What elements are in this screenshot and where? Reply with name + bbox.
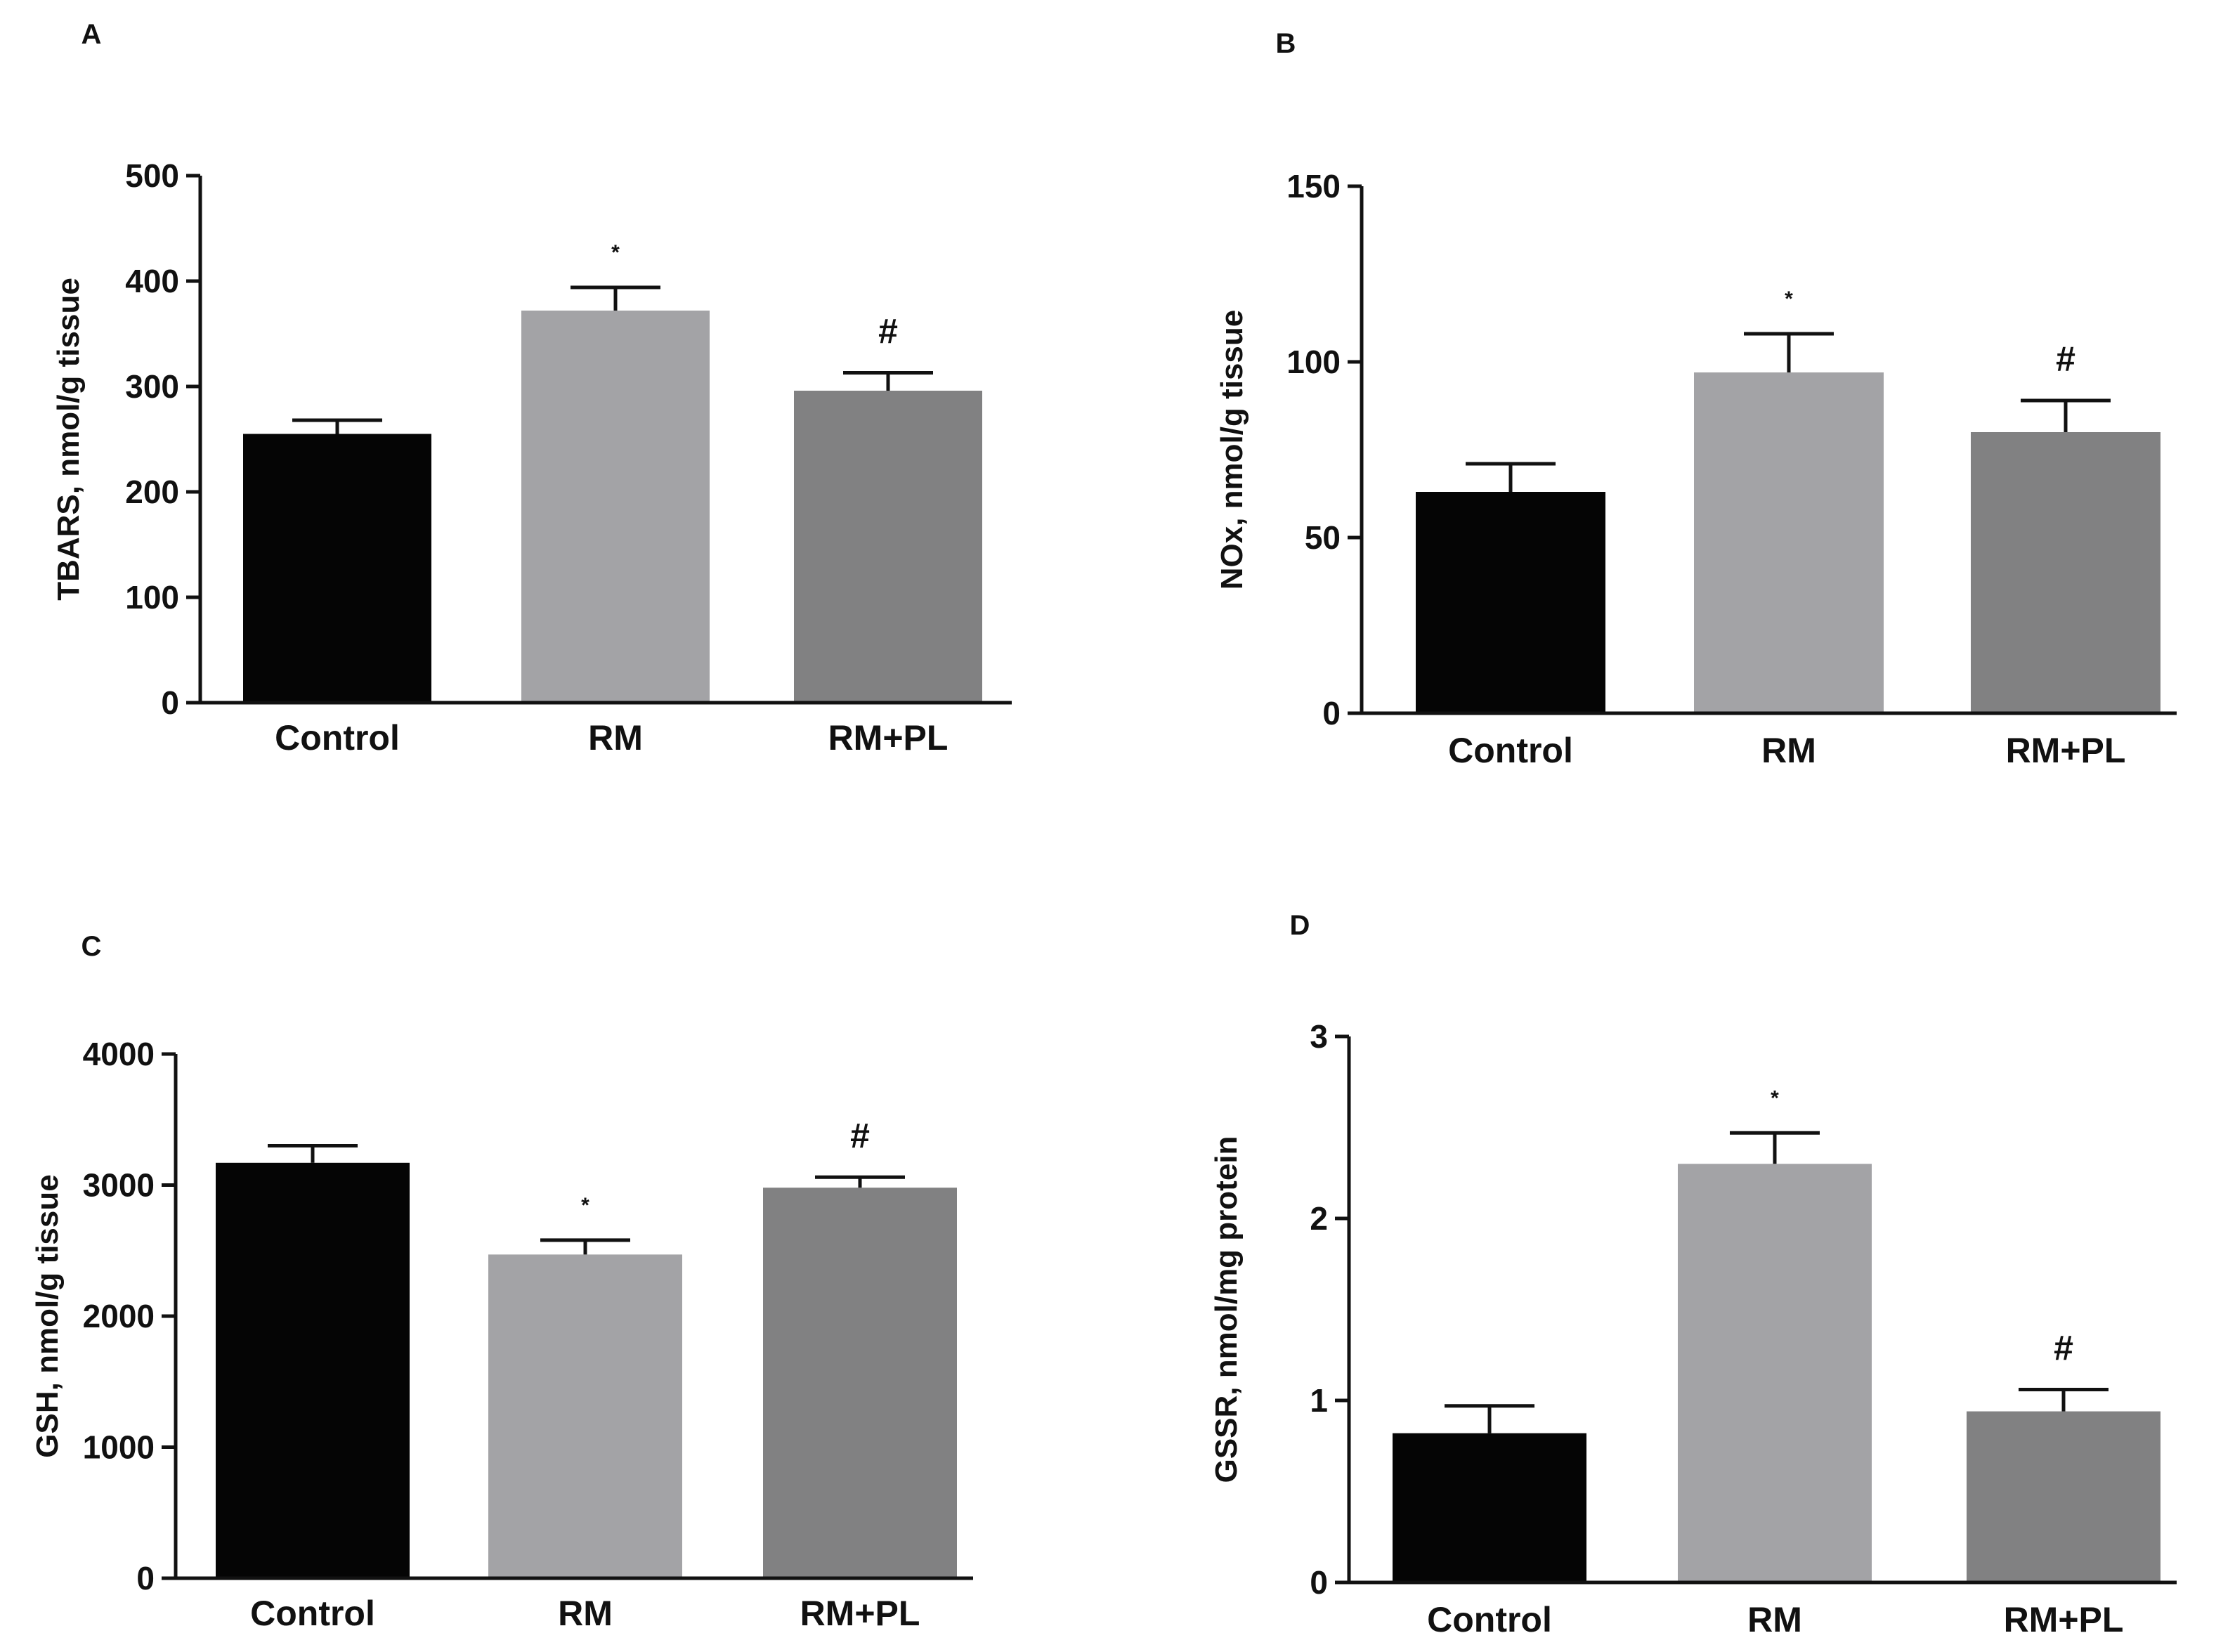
significance-hash-rm-pl: #: [850, 1116, 870, 1155]
y-tick-label: 150: [1286, 168, 1341, 204]
panel-b: B Control * RM # RM+PL 0 50 100 150 NOx, nmol/g ti…: [1215, 28, 2177, 770]
y-tick-label: 0: [136, 1560, 155, 1596]
y-tick-label: 2000: [83, 1298, 155, 1334]
category-label-rm: RM: [588, 718, 643, 757]
category-label-rm: RM: [1747, 1600, 1802, 1639]
y-tick-label: 400: [125, 263, 179, 299]
bar-control: [243, 434, 431, 703]
panel-d: D Control * RM # RM+PL 0 1 2 3 GSSR, nmol/mg prote…: [1209, 910, 2177, 1639]
bar-rm: [1678, 1164, 1872, 1582]
y-tick-label: 300: [125, 368, 179, 405]
y-tick-label: 0: [1322, 695, 1341, 731]
panel-letter-d: D: [1290, 910, 1310, 941]
panel-letter-a: A: [82, 19, 102, 50]
y-tick-label: 3000: [83, 1167, 155, 1204]
panel-letter-b: B: [1276, 28, 1296, 59]
significance-star-rm: *: [611, 241, 620, 264]
panel-a: A Control * RM # RM+PL 0 100 200 300 400 500 TBARS, …: [51, 19, 1012, 757]
category-label-control: Control: [250, 1594, 375, 1633]
panel-c: C Control * RM # RM+PL 0 1000 2000 3000 4000 GSH, n…: [30, 931, 973, 1633]
y-tick-label: 200: [125, 474, 179, 510]
panel-letter-c: C: [82, 931, 102, 962]
y-axis-title: NOx, nmol/g tissue: [1215, 310, 1249, 590]
category-label-rm-pl: RM+PL: [828, 718, 949, 757]
y-tick-label: 100: [1286, 344, 1341, 380]
y-tick-label: 3: [1310, 1018, 1328, 1055]
y-tick-label: 0: [1310, 1564, 1328, 1601]
y-axis-title: GSSR, nmol/mg protein: [1209, 1136, 1244, 1483]
bar-control: [1416, 492, 1605, 713]
y-axis-title: TBARS, nmol/g tissue: [51, 278, 86, 601]
category-label-rm-pl: RM+PL: [2004, 1600, 2124, 1639]
significance-hash-rm-pl: #: [2056, 339, 2075, 379]
category-label-rm-pl: RM+PL: [2006, 731, 2126, 770]
category-label-rm: RM: [558, 1594, 613, 1633]
bar-rm-pl: [794, 391, 982, 703]
bar-control: [1393, 1433, 1586, 1582]
significance-hash-rm-pl: #: [2054, 1328, 2073, 1367]
y-tick-label: 1000: [83, 1429, 155, 1466]
bar-rm-pl: [1971, 432, 2160, 713]
bar-rm: [1694, 372, 1884, 713]
y-tick-label: 50: [1305, 519, 1341, 556]
bar-rm: [521, 311, 710, 703]
y-tick-label: 1: [1310, 1382, 1328, 1419]
category-label-control: Control: [1448, 731, 1573, 770]
bar-rm-pl: [1967, 1411, 2160, 1582]
y-tick-label: 100: [125, 579, 179, 616]
bar-rm-pl: [763, 1188, 957, 1578]
category-label-rm: RM: [1761, 731, 1816, 770]
bar-rm: [488, 1254, 682, 1578]
y-tick-label: 0: [161, 684, 179, 721]
significance-star-rm: *: [581, 1194, 589, 1217]
significance-star-rm: *: [1785, 287, 1793, 311]
category-label-control: Control: [1427, 1600, 1552, 1639]
y-tick-label: 2: [1310, 1200, 1328, 1237]
bar-control: [216, 1162, 410, 1578]
y-tick-label: 500: [125, 157, 179, 194]
category-label-control: Control: [275, 718, 400, 757]
y-tick-label: 4000: [83, 1036, 155, 1072]
significance-hash-rm-pl: #: [878, 312, 898, 351]
category-label-rm-pl: RM+PL: [800, 1594, 920, 1633]
significance-star-rm: *: [1771, 1086, 1779, 1110]
y-axis-title: GSH, nmol/g tissue: [30, 1174, 65, 1457]
